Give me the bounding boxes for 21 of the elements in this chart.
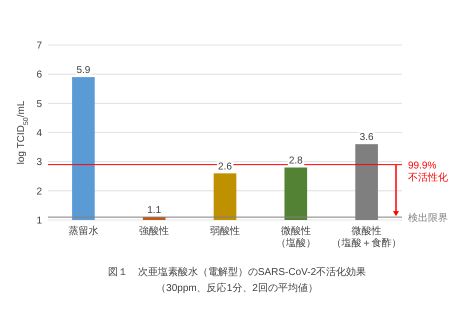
x-tick-label: 微酸性（塩酸） bbox=[276, 225, 316, 249]
ref-line-label: 検出限界 bbox=[408, 212, 448, 224]
y-tick-label: 6 bbox=[36, 70, 42, 81]
data-label: 2.8 bbox=[288, 156, 304, 166]
text: 図１ 次亜塩素酸水（電解型）のSARS-CoV-2不活化効果 bbox=[108, 266, 366, 278]
x-tick-label: 微酸性（塩酸＋食酢） bbox=[332, 225, 402, 249]
data-label: 5.9 bbox=[76, 65, 91, 76]
y-tick-label: 4 bbox=[36, 128, 42, 139]
y-tick-label: 7 bbox=[36, 40, 42, 52]
y-tick-label: 3 bbox=[36, 157, 42, 168]
text: （30ppm、反応1分、2回の平均値） bbox=[156, 282, 318, 294]
data-label: 1.1 bbox=[147, 205, 162, 216]
y-tick-label: 5 bbox=[36, 98, 42, 110]
y-tick-label: 1 bbox=[36, 216, 42, 226]
ref-line-label: 99.9% 不活性化 bbox=[408, 160, 448, 184]
x-tick-label: 蒸留水 bbox=[68, 225, 98, 237]
x-tick-label: 強酸性 bbox=[139, 225, 170, 237]
x-tick-label: 弱酸性 bbox=[210, 225, 240, 237]
data-label: 3.6 bbox=[360, 132, 374, 144]
y-tick-label: 2 bbox=[36, 186, 42, 198]
data-label: 2.6 bbox=[218, 161, 232, 172]
